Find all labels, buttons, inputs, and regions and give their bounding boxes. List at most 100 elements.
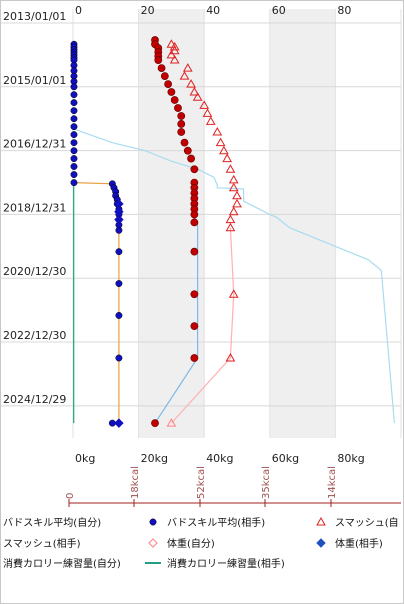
legend-item: スマッシュ(自 [316,516,399,529]
legend-item: バドスキル平均(相手) [149,516,265,529]
time-tick-label: 2022/12/30 [3,329,66,342]
data-point-s2 [182,63,193,72]
data-point-s2 [225,164,236,173]
data-point-s2 [192,92,203,101]
data-point-s4 [157,64,166,73]
data-point-s4 [151,419,159,428]
data-point-s4 [174,104,182,112]
data-point-s4 [183,146,192,155]
data-point-s0 [70,171,78,179]
data-point-s2 [228,206,239,216]
data-point-s2 [225,214,236,224]
data-point-s0 [70,83,78,91]
kcal-axis: 0 18kcal 52kcal 35kcal 14kcal [65,466,401,507]
data-point-s2 [169,55,180,64]
x-tick-label: 60kg [272,452,299,465]
data-point-s2 [228,174,239,184]
data-point-s0 [70,179,78,187]
kcal-tick-label: 18kcal [130,466,141,499]
data-point-s2 [222,153,233,163]
data-point-s0 [70,139,78,147]
data-point-s4 [190,218,199,227]
data-point-s2 [199,100,210,109]
top-tick-label: 0 [75,4,82,17]
data-point-s4 [190,165,199,174]
data-point-s4 [154,56,163,64]
legend-label: バドスキル平均(自分) [3,516,101,529]
data-point-s2 [212,126,223,136]
legend-item: 消費カロリー練習量(自分) [3,557,121,570]
time-tick-label: 2020/12/30 [3,265,66,278]
series-line-2 [170,227,235,424]
legend-marker [149,518,157,526]
band-1 [269,9,336,438]
series-lines [73,128,395,424]
legend-label: 消費カロリー練習量(自分) [3,557,121,570]
legend-label: 体重(相手) [335,537,383,550]
data-point-s1 [115,248,123,256]
data-point-s0 [70,115,78,123]
data-point-s0 [70,107,78,115]
time-tick-label: 2018/12/31 [3,201,66,214]
series-line-0 [73,182,120,424]
data-point-s4 [167,88,176,96]
data-point-s5 [114,418,124,428]
data-point-s4 [177,112,186,120]
data-point-s0 [70,123,78,131]
axis-ticks: 020406080102013/01/012015/01/012016/12/3… [3,4,365,465]
top-tick-label: 80 [337,4,351,17]
data-point-s0 [70,155,78,163]
data-point-s0 [70,147,78,155]
data-point-s2 [225,353,236,362]
x-tick-label: 40kg [206,452,233,465]
legend-label: 体重(自分) [167,537,215,550]
top-tick-label: 40 [206,4,220,17]
time-tick-label: 2015/01/01 [3,74,66,87]
data-point-s3 [166,418,177,427]
legend-item: バドスキル平均(自分) [3,516,101,529]
data-point-s2 [166,39,177,48]
shaded-bands [138,9,336,438]
data-point-s4 [164,80,173,88]
x-tick-label: 80kg [337,452,364,465]
data-point-s4 [180,138,189,147]
legend-item: スマッシュ(相手) [3,537,81,550]
kcal-tick-label: 35kcal [261,466,272,499]
data-point-s4 [190,322,199,331]
kcal-tick-label: 52kcal [196,466,207,499]
time-tick-label: 2013/01/01 [3,10,66,23]
legend-marker [148,538,158,548]
data-point-s0 [70,163,78,170]
data-point-s4 [177,128,186,136]
data-point-s2 [189,86,200,96]
series-markers [70,36,242,428]
top-tick-label: 60 [272,4,286,17]
data-point-s0 [70,99,78,107]
data-point-s4 [190,354,199,362]
data-point-s0 [70,131,78,139]
data-point-s1 [115,354,123,362]
data-point-s2 [186,79,196,88]
legend-label: スマッシュ(相手) [3,537,81,550]
data-point-s2 [205,116,216,125]
data-point-s2 [232,198,242,208]
data-point-s4 [177,120,186,128]
legend-label: スマッシュ(自 [335,516,399,529]
data-point-s5 [114,214,124,225]
data-point-s2 [228,182,239,192]
data-point-s2 [219,145,229,155]
time-tick-label: 2024/12/29 [3,393,66,406]
kcal-tick-label: 14kcal [327,466,338,499]
data-point-s4 [160,72,169,81]
data-point-s2 [179,71,190,80]
time-tick-label: 2016/12/31 [3,138,66,151]
data-point-s1 [115,280,123,288]
data-point-s2 [228,289,239,298]
legend-label: バドスキル平均(相手) [167,516,265,529]
series-line-3 [74,128,395,424]
legend-item: 体重(相手) [316,537,383,550]
data-point-s2 [169,41,180,51]
x-tick-label: 20kg [141,452,168,465]
